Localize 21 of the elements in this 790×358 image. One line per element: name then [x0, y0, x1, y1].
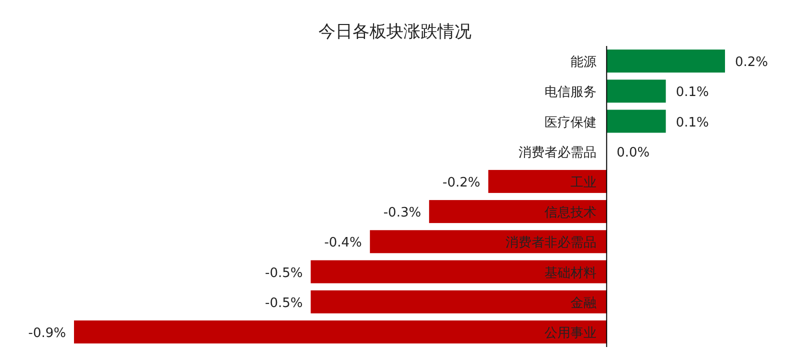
- y-tick-label: 工业: [570, 175, 597, 190]
- y-tick-label: 电信服务: [544, 85, 597, 100]
- data-label: -0.5%: [265, 296, 303, 311]
- data-label: 0.0%: [616, 145, 650, 160]
- data-label: -0.3%: [383, 206, 422, 221]
- data-label: -0.2%: [442, 175, 480, 190]
- data-label: -0.5%: [265, 266, 303, 281]
- data-label: -0.4%: [324, 236, 362, 251]
- chart-title: 今日各板块涨跌情况: [318, 22, 472, 42]
- data-label: 0.1%: [676, 85, 709, 100]
- y-tick-label: 金融: [570, 296, 597, 311]
- y-tick-label: 消费者必需品: [518, 145, 597, 160]
- y-tick-label: 能源: [570, 55, 597, 70]
- y-tick-label: 基础材料: [544, 266, 597, 281]
- data-label: 0.1%: [676, 115, 709, 130]
- y-tick-label: 医疗保健: [544, 115, 597, 130]
- y-tick-label: 公用事业: [544, 326, 597, 341]
- y-tick-label: 消费者非必需品: [506, 236, 597, 251]
- data-label: 0.2%: [735, 55, 768, 70]
- y-tick-label: 信息技术: [544, 206, 597, 221]
- data-label: -0.9%: [28, 326, 66, 341]
